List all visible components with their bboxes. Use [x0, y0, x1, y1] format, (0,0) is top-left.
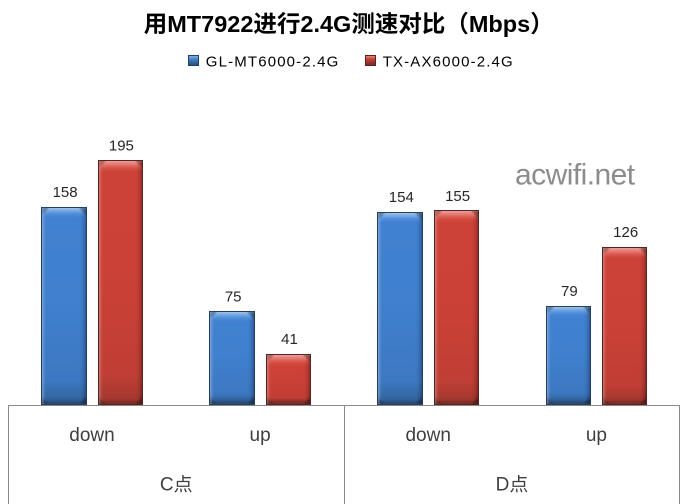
- svg-text:155: 155: [445, 188, 470, 205]
- svg-text:154: 154: [389, 189, 414, 206]
- svg-text:C: C: [160, 475, 174, 496]
- svg-text:TX-AX6000-2.4G: TX-AX6000-2.4G: [383, 54, 514, 71]
- svg-text:2.4G: 2.4G: [300, 11, 351, 37]
- svg-text:down: down: [69, 425, 114, 446]
- svg-text:195: 195: [109, 138, 134, 155]
- svg-text:D: D: [496, 475, 510, 496]
- svg-text:Mbps: Mbps: [469, 11, 530, 37]
- svg-text:79: 79: [561, 283, 578, 300]
- svg-text:41: 41: [281, 331, 298, 348]
- svg-text:75: 75: [225, 288, 242, 305]
- svg-text:down: down: [405, 425, 450, 446]
- svg-text:up: up: [586, 425, 607, 446]
- svg-text:up: up: [250, 425, 271, 446]
- svg-text:158: 158: [53, 184, 78, 201]
- svg-text:126: 126: [613, 224, 638, 241]
- svg-text:MT7922: MT7922: [167, 11, 253, 37]
- svg-text:GL-MT6000-2.4G: GL-MT6000-2.4G: [206, 54, 340, 71]
- svg-text:acwifi.net: acwifi.net: [515, 159, 636, 192]
